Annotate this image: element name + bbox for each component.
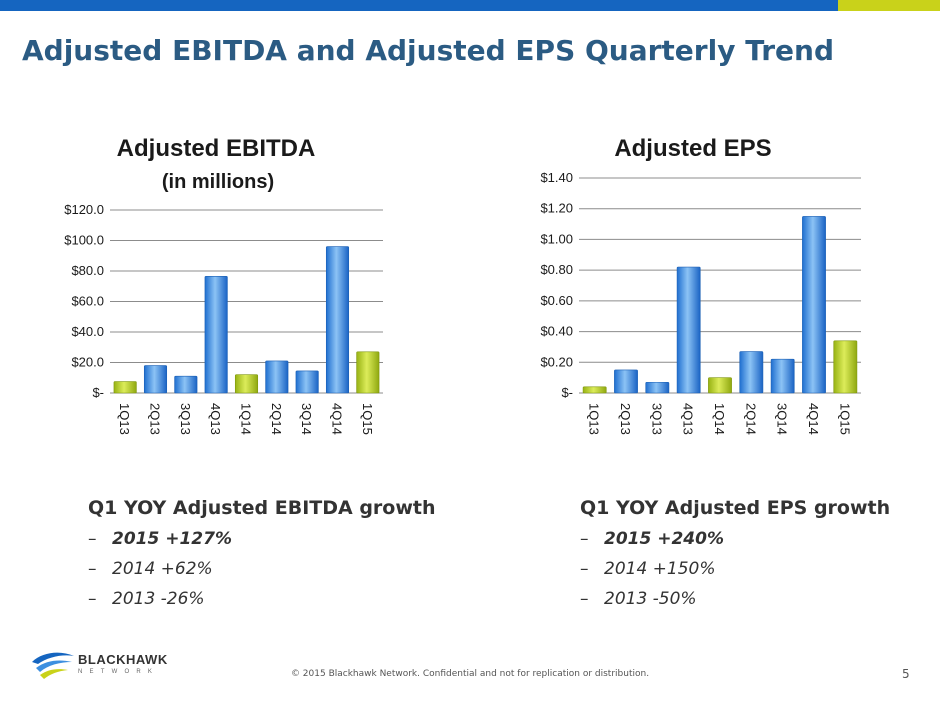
eps-bar-1q14	[708, 377, 732, 394]
ebitda-growth-list: Q1 YOY Adjusted EBITDA growth –2015 +127…	[88, 497, 436, 619]
ebitda-growth-item: –2013 -26%	[88, 589, 436, 609]
dash: –	[580, 559, 589, 579]
eps-y-tick-label: $0.80	[540, 262, 573, 277]
ebitda-growth-2015: 2015 +127%	[112, 529, 232, 549]
eps-chart-title: Adjusted EPS	[614, 135, 771, 162]
dash: –	[88, 559, 97, 579]
eps-bar-1q15	[833, 340, 858, 394]
eps-growth-2015: 2015 +240%	[604, 529, 724, 549]
ebitda-y-tick-label: $40.0	[71, 324, 104, 339]
eps-growth-2014: 2014 +150%	[604, 559, 716, 579]
ebitda-x-tick-label: 1Q14	[239, 403, 254, 435]
eps-y-tick-label: $1.00	[540, 231, 573, 246]
eps-y-tick-label: $1.20	[540, 201, 573, 216]
logo-sub: NETWORK	[78, 669, 160, 675]
eps-bar-3q14	[770, 358, 795, 394]
eps-y-tick-label: $0.40	[540, 324, 573, 339]
ebitda-bar-2q14	[265, 360, 289, 394]
eps-growth-item: –2015 +240%	[580, 529, 890, 549]
eps-bar-3q13	[645, 381, 670, 394]
dash: –	[580, 529, 589, 549]
eps-x-tick-label: 1Q15	[837, 403, 852, 435]
eps-bar-4q13	[676, 266, 701, 394]
eps-y-tick-label: $1.40	[540, 170, 573, 185]
eps-bar-2q13	[614, 369, 638, 394]
eps-chart: Adjusted EPS $- $0.20 $0.40 $0.60 $0.80 $1.00…	[540, 135, 861, 435]
ebitda-bar-1q15	[356, 351, 380, 394]
ebitda-bar-2q13	[143, 365, 168, 394]
ebitda-x-tick-label: 2Q14	[269, 403, 284, 435]
eps-y-tick-label: $0.60	[540, 293, 573, 308]
eps-x-tick-label: 4Q13	[681, 403, 696, 435]
eps-x-tick-label: 3Q13	[649, 403, 664, 435]
dash: –	[580, 589, 589, 609]
ebitda-x-tick-label: 4Q13	[208, 403, 223, 435]
eps-growth-item: –2014 +150%	[580, 559, 890, 579]
hawk-swoosh-icon	[32, 652, 74, 679]
eps-x-tick-label: 2Q14	[743, 403, 758, 435]
dash: –	[88, 529, 97, 549]
ebitda-y-tick-label: $80.0	[71, 263, 104, 278]
blackhawk-logo: BLACKHAWK NETWORK	[30, 648, 180, 688]
eps-growth-list: Q1 YOY Adjusted EPS growth –2015 +240% –…	[580, 497, 890, 619]
footer-text: © 2015 Blackhawk Network. Confidential a…	[290, 669, 650, 679]
eps-x-axis: 1Q13 2Q13 3Q13 4Q13 1Q14 2Q14 3Q14 4Q14 1Q15	[587, 403, 853, 435]
ebitda-x-tick-label: 4Q14	[330, 403, 345, 435]
slide-title: Adjusted EBITDA and Adjusted EPS Quarter…	[22, 34, 834, 67]
ebitda-growth-2014: 2014 +62%	[112, 559, 213, 579]
eps-x-tick-label: 1Q13	[587, 403, 602, 435]
ebitda-x-tick-label: 2Q13	[148, 403, 163, 435]
ebitda-bars	[113, 246, 380, 394]
eps-x-tick-label: 1Q14	[712, 403, 727, 435]
top-bar-yellow	[838, 0, 940, 11]
eps-growth-heading: Q1 YOY Adjusted EPS growth	[580, 497, 891, 519]
ebitda-x-tick-label: 1Q15	[360, 403, 375, 435]
ebitda-bar-4q13	[204, 276, 228, 394]
top-bar-blue	[0, 0, 838, 11]
eps-x-tick-label: 3Q14	[775, 403, 790, 435]
ebitda-y-tick-label: $120.0	[64, 202, 104, 217]
eps-y-tick-label: $-	[561, 385, 573, 400]
ebitda-bar-3q13	[174, 375, 198, 394]
ebitda-chart: Adjusted EBITDA (in millions) $- $20.0 $40…	[64, 135, 383, 435]
ebitda-bar-1q13	[113, 381, 137, 394]
ebitda-chart-subtitle: (in millions)	[162, 171, 274, 193]
eps-bar-2q14	[739, 351, 764, 394]
ebitda-growth-item: –2014 +62%	[88, 559, 436, 579]
ebitda-bar-1q14	[234, 374, 259, 394]
ebitda-x-tick-label: 3Q13	[178, 403, 193, 435]
ebitda-y-tick-label: $100.0	[64, 233, 104, 248]
ebitda-x-tick-label: 1Q13	[117, 403, 132, 435]
ebitda-chart-title: Adjusted EBITDA	[117, 135, 316, 162]
ebitda-bar-3q14	[295, 370, 319, 394]
eps-bars	[582, 216, 858, 394]
eps-growth-2013: 2013 -50%	[604, 589, 697, 609]
ebitda-y-tick-label: $20.0	[71, 355, 104, 370]
page-number: 5	[902, 667, 910, 681]
dash: –	[88, 589, 97, 609]
eps-bar-4q14	[802, 216, 826, 394]
ebitda-growth-item: –2015 +127%	[88, 529, 436, 549]
eps-bar-1q13	[582, 386, 607, 394]
ebitda-x-axis: 1Q13 2Q13 3Q13 4Q13 1Q14 2Q14 3Q14 4Q14 1Q15	[117, 403, 375, 435]
logo-name: BLACKHAWK	[78, 652, 168, 667]
eps-y-tick-label: $0.20	[540, 354, 573, 369]
eps-x-tick-label: 4Q14	[806, 403, 821, 435]
ebitda-y-tick-label: $60.0	[71, 294, 104, 309]
ebitda-bar-4q14	[325, 246, 350, 394]
ebitda-y-axis: $- $20.0 $40.0 $60.0 $80.0 $100.0 $120.0	[64, 202, 104, 400]
ebitda-x-tick-label: 3Q14	[299, 403, 314, 435]
eps-x-tick-label: 2Q13	[618, 403, 633, 435]
ebitda-y-tick-label: $-	[92, 385, 104, 400]
ebitda-growth-2013: 2013 -26%	[112, 589, 205, 609]
eps-growth-item: –2013 -50%	[580, 589, 890, 609]
eps-y-axis: $- $0.20 $0.40 $0.60 $0.80 $1.00 $1.20 $1.40	[540, 170, 573, 400]
ebitda-growth-heading: Q1 YOY Adjusted EBITDA growth	[88, 497, 436, 519]
